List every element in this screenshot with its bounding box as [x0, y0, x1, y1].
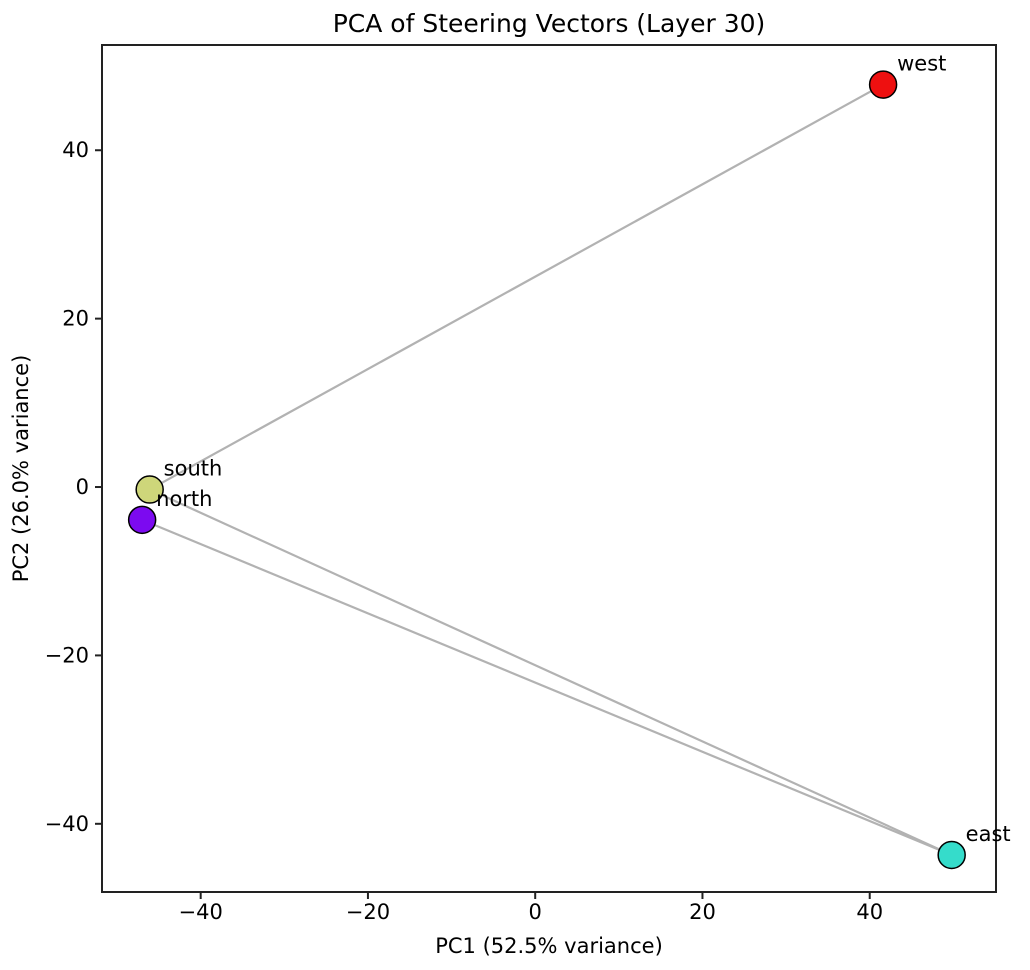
x-tick-label: 40 — [856, 900, 883, 924]
x-tick-label: 0 — [529, 900, 542, 924]
data-point-west — [868, 70, 898, 99]
y-tick-label: 20 — [62, 307, 89, 331]
point-labels: west south north east — [156, 52, 1011, 846]
x-axis-label: PC1 (52.5% variance) — [435, 934, 663, 958]
x-tick-label: 20 — [689, 900, 716, 924]
edge-north-east — [141, 518, 953, 856]
plot-area-border — [101, 44, 997, 893]
edge-south-east — [149, 488, 953, 856]
point-label-west: west — [897, 52, 946, 76]
data-points — [127, 70, 966, 870]
x-axis-ticks: −40 −20 0 20 40 — [179, 892, 883, 924]
data-point-south — [135, 475, 164, 504]
y-axis-label: PC2 (26.0% variance) — [9, 355, 33, 583]
y-tick-label: −40 — [45, 812, 89, 836]
y-axis-ticks: −40 −20 0 20 40 — [45, 138, 102, 836]
point-label-south: south — [164, 457, 223, 481]
data-point-north — [127, 505, 157, 535]
y-tick-label: 40 — [62, 138, 89, 162]
edge-west-south — [149, 83, 884, 491]
point-label-north: north — [156, 487, 212, 511]
x-tick-label: −40 — [179, 900, 223, 924]
x-tick-label: −20 — [346, 900, 390, 924]
data-point-east — [937, 840, 966, 870]
chart-title: PCA of Steering Vectors (Layer 30) — [333, 9, 766, 38]
edge-lines — [141, 83, 953, 856]
y-tick-label: −20 — [45, 643, 89, 667]
point-label-east: east — [966, 822, 1011, 846]
y-tick-label: 0 — [76, 475, 89, 499]
